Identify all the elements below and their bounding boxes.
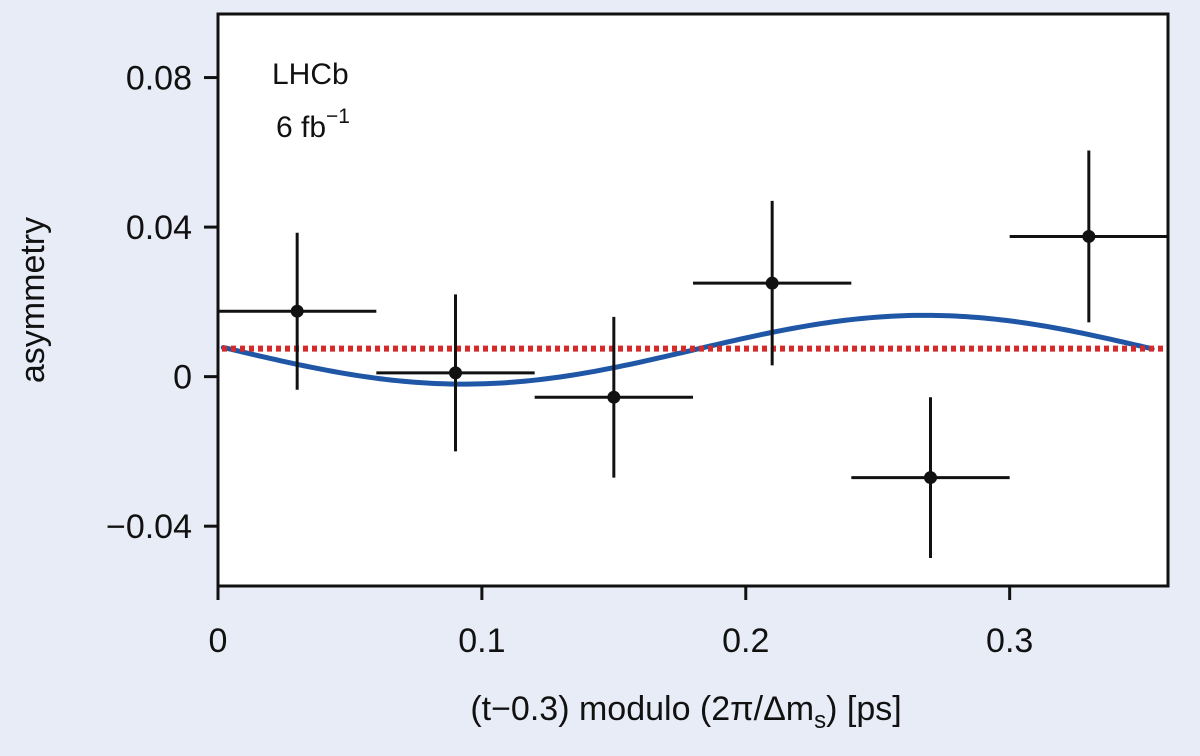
data-point-2 xyxy=(376,294,535,452)
y-tick-label-1: 0.04 xyxy=(126,209,192,247)
data-points-layer xyxy=(218,150,1168,558)
y-tick-label-2: 0 xyxy=(173,359,192,397)
x-tick-label-3: 0.3 xyxy=(986,622,1033,660)
fit-curve-layer xyxy=(220,312,1155,387)
y-axis-ticks: 0.08 0.04 0 −0.04 xyxy=(106,60,218,546)
data-point-4 xyxy=(693,200,852,366)
data-point-5 xyxy=(851,397,1010,558)
y-tick-label-3: −0.04 xyxy=(106,508,192,546)
y-axis-label: asymmetry xyxy=(14,217,52,383)
luminosity-label: 6 fb−1 xyxy=(276,105,350,144)
point-marker-6 xyxy=(1082,229,1096,243)
x-axis-label: (t−0.3) modulo (2π/Δms) [ps] xyxy=(470,690,901,734)
point-marker-2 xyxy=(449,366,462,380)
data-point-3 xyxy=(534,316,693,478)
luminosity-value: 6 fb xyxy=(276,111,326,144)
fit-curve xyxy=(220,312,1155,387)
x-axis-label-tail: ) [ps] xyxy=(826,690,902,728)
x-axis-label-subscript: s xyxy=(814,707,826,734)
point-marker-4 xyxy=(765,276,779,290)
x-axis-ticks: 0 0.1 0.2 0.3 xyxy=(209,586,1033,660)
data-point-1 xyxy=(218,232,377,390)
plot-frame xyxy=(216,12,1170,588)
point-marker-1 xyxy=(290,304,304,318)
point-marker-5 xyxy=(924,471,937,485)
plot-area xyxy=(218,14,1168,586)
point-marker-3 xyxy=(607,390,621,404)
x-tick-label-0: 0 xyxy=(209,622,228,660)
luminosity-exponent: −1 xyxy=(326,105,350,128)
x-tick-label-2: 0.2 xyxy=(722,622,769,660)
experiment-label: LHCb xyxy=(272,58,349,91)
x-axis-label-main: (t−0.3) modulo (2π/Δm xyxy=(470,690,814,728)
y-tick-label-0: 0.08 xyxy=(126,60,192,98)
data-point-6 xyxy=(1009,150,1168,323)
x-tick-label-1: 0.1 xyxy=(458,622,505,660)
